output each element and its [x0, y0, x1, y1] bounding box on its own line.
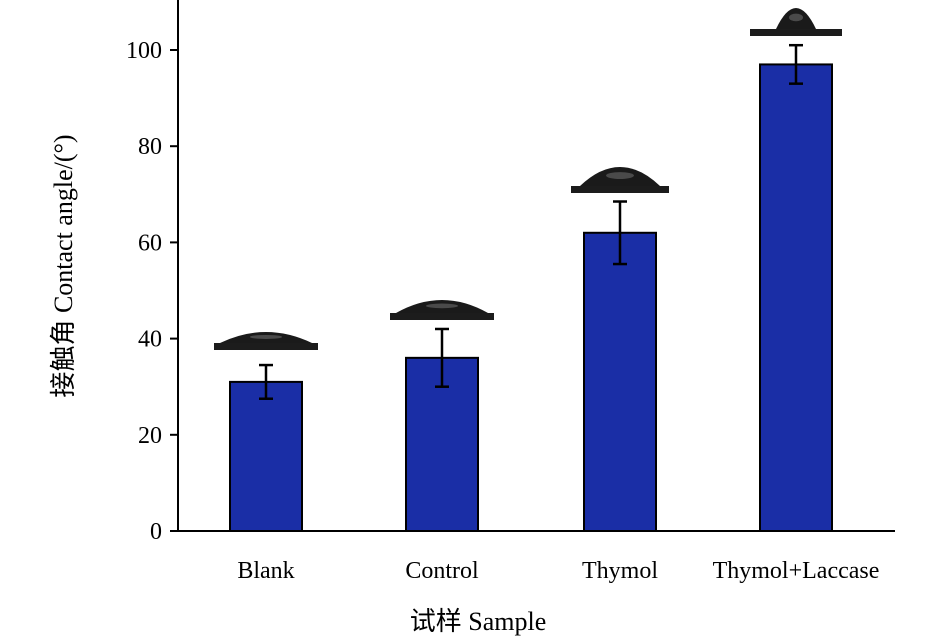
- y-tick-label: 60: [138, 230, 162, 256]
- droplet-image: [571, 167, 669, 193]
- droplet-image: [750, 8, 842, 36]
- x-category-label: Blank: [237, 558, 294, 584]
- bar-thymol: [583, 231, 657, 532]
- droplet-image: [214, 332, 318, 350]
- droplet-substrate: [214, 343, 318, 350]
- y-tick-label: 20: [138, 423, 162, 449]
- droplet-substrate: [390, 313, 494, 320]
- y-ticks-group: 0 20 40 60 80 100: [126, 38, 178, 545]
- bars-group: [229, 63, 833, 533]
- y-tick-label: 0: [150, 519, 162, 545]
- x-category-label: Thymol: [582, 558, 658, 584]
- droplet-image: [390, 300, 494, 320]
- droplet-highlight: [789, 13, 803, 22]
- droplet-images-group: [214, 8, 842, 350]
- droplet-highlight: [606, 172, 634, 179]
- bar-thymol-laccase: [759, 63, 833, 533]
- y-tick-label: 40: [138, 327, 162, 353]
- droplet-substrate: [571, 186, 669, 193]
- droplet-substrate: [750, 29, 842, 36]
- y-axis-title: 接触角 Contact angle/(°): [49, 134, 78, 397]
- droplet-highlight: [249, 334, 283, 339]
- error-bars-group: [259, 43, 803, 400]
- bar-blank: [229, 380, 303, 533]
- x-category-label: Control: [405, 558, 479, 584]
- x-category-label: Thymol+Laccase: [713, 558, 880, 584]
- y-tick-label: 100: [126, 38, 162, 64]
- x-axis-title: 试样 Sample: [410, 607, 547, 636]
- droplet-highlight: [425, 303, 459, 309]
- y-tick-label: 80: [138, 134, 162, 160]
- x-category-labels: Blank Control Thymol Thymol+Laccase: [237, 558, 879, 584]
